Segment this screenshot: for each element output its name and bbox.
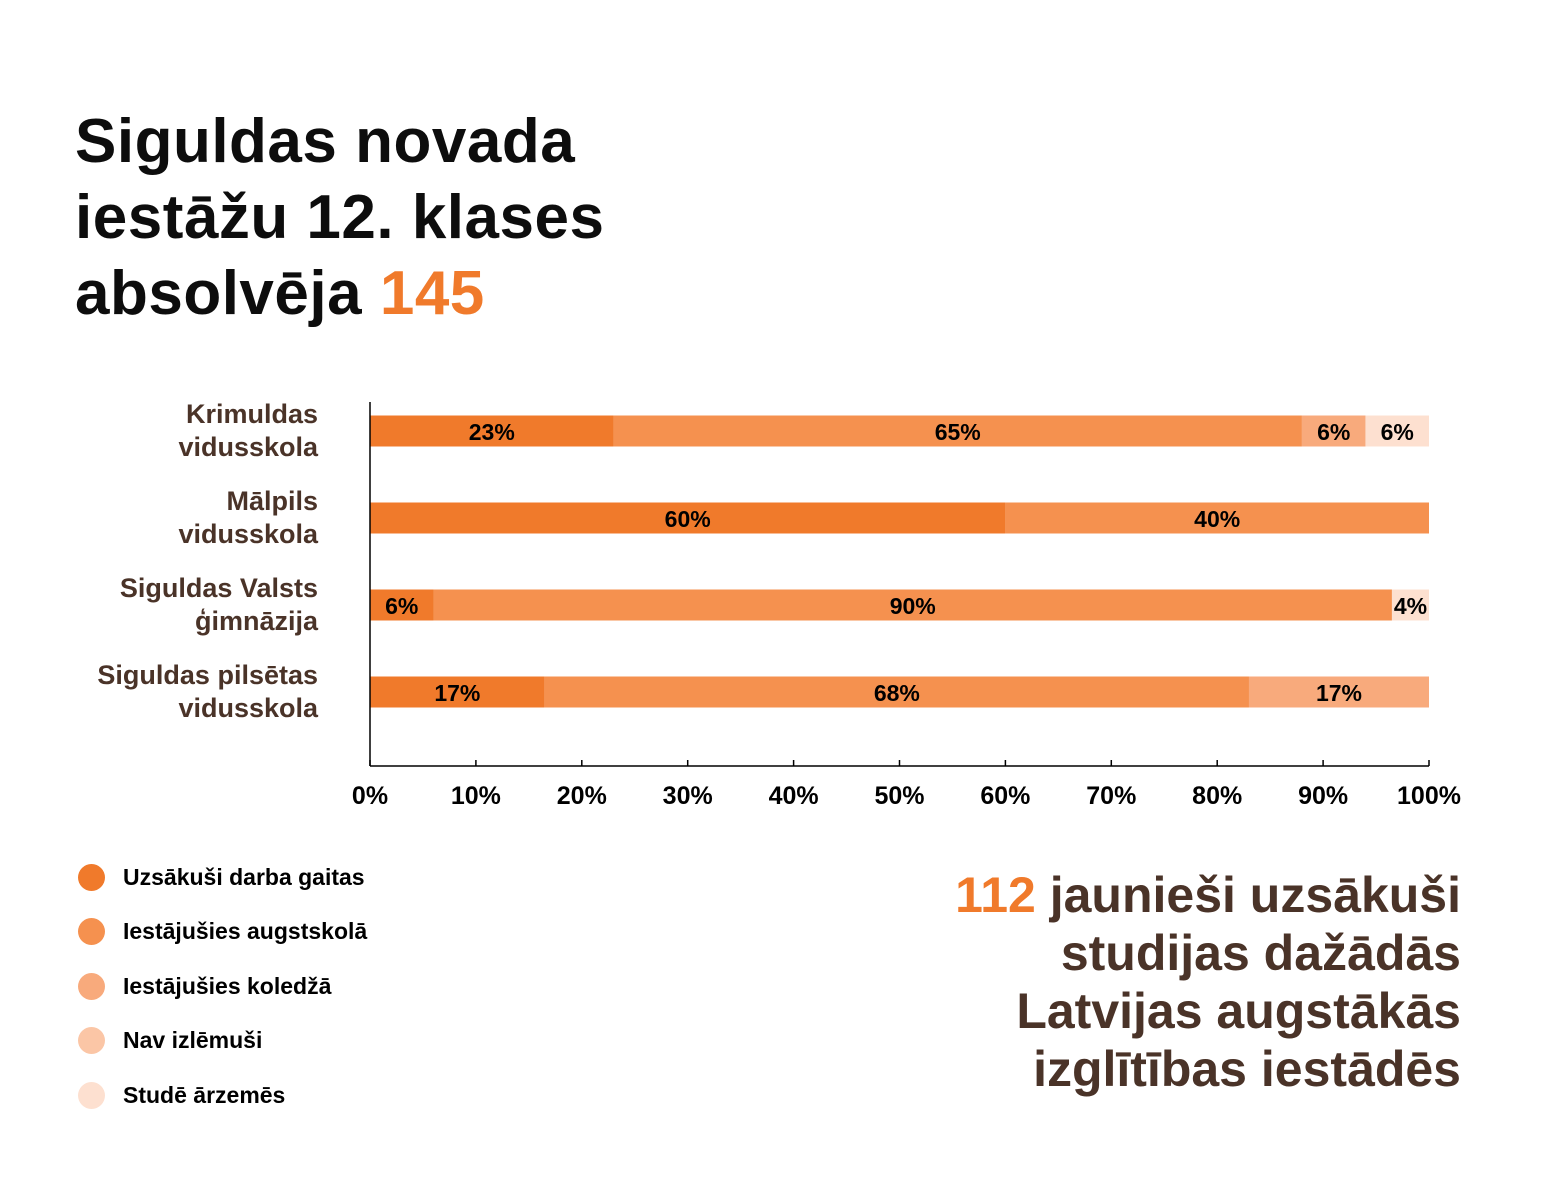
bar-segment <box>370 502 1006 534</box>
x-tick-label: 80% <box>1192 782 1242 810</box>
x-tick-label: 20% <box>557 782 607 810</box>
category-label: Siguldas pilsētas vidusskola <box>97 660 319 723</box>
legend-item: Iestājušies augstskolā <box>78 905 367 960</box>
category-label-line: Siguldas Valsts <box>120 573 318 603</box>
legend-label: Uzsākuši darba gaitas <box>123 863 365 890</box>
x-tick-label: 90% <box>1298 782 1348 810</box>
category-label-line: vidusskola <box>178 693 319 723</box>
students-count: 112 <box>955 867 1036 923</box>
x-tick-label: 50% <box>874 782 924 810</box>
title-line-2: iestāžu 12. klases <box>75 183 605 252</box>
bar-segment <box>370 589 434 621</box>
data-label: 90% <box>890 593 936 619</box>
x-tick-label: 40% <box>769 782 819 810</box>
category-label: Mālpils vidusskola <box>178 486 319 549</box>
data-label: 17% <box>434 680 480 706</box>
legend-label: Nav izlēmuši <box>123 1027 263 1054</box>
legend-item: Iestājušies koledžā <box>78 959 367 1014</box>
data-label: 23% <box>469 419 515 445</box>
summary-line-3: Latvijas augstākās <box>1016 983 1461 1039</box>
summary-line-2: studijas dažādās <box>1060 925 1461 981</box>
graduates-count: 145 <box>379 259 485 328</box>
title-line-3: absolvēja 145 <box>75 256 604 332</box>
data-label: 6% <box>1381 419 1414 445</box>
legend-dot <box>78 972 105 1000</box>
bar-segment <box>370 415 614 447</box>
bar-segment <box>433 589 1392 621</box>
category-label: Krimuldas vidusskola <box>178 399 319 462</box>
legend-dot <box>78 1081 105 1109</box>
data-label: 4% <box>1394 593 1427 619</box>
category-label-line: vidusskola <box>178 432 319 462</box>
bar-segment <box>544 676 1249 708</box>
data-label: 60% <box>665 506 711 532</box>
title-line-3-text: absolvēja <box>75 259 363 328</box>
data-label: 17% <box>1316 680 1362 706</box>
data-label: 65% <box>935 419 981 445</box>
bar-segment <box>1248 676 1429 708</box>
x-tick-label: 0% <box>352 782 388 810</box>
bar-segment <box>1005 502 1429 534</box>
legend-label: Studē ārzemēs <box>123 1081 286 1108</box>
x-tick-label: 30% <box>663 782 713 810</box>
bar-segment <box>1391 589 1429 621</box>
category-label: Siguldas Valsts ģimnāzija <box>120 573 319 636</box>
summary-line-1: 112 jaunieši uzsākuši <box>955 867 1461 923</box>
legend-dot <box>78 863 105 891</box>
x-tick-label: 10% <box>451 782 501 810</box>
x-tick-label: 100% <box>1397 782 1461 810</box>
legend-label: Iestājušies koledžā <box>123 972 332 999</box>
data-label: 68% <box>874 680 920 706</box>
data-label: 6% <box>385 593 418 619</box>
category-label-line: ģimnāzija <box>195 606 319 636</box>
legend-item: Nav izlēmuši <box>78 1014 367 1069</box>
x-tick-label: 60% <box>980 782 1030 810</box>
summary-callout: 112 jaunieši uzsākuši studijas dažādās L… <box>761 866 1461 1098</box>
legend: Uzsākuši darba gaitas Iestājušies augsts… <box>78 850 367 1123</box>
category-label-line: vidusskola <box>178 519 319 549</box>
data-label: 40% <box>1194 506 1240 532</box>
bar-segment <box>613 415 1302 447</box>
summary-line-1-text: jaunieši uzsākuši <box>1049 867 1461 923</box>
summary-line-4: izglītības iestādēs <box>1033 1041 1461 1097</box>
category-label-line: Krimuldas <box>186 399 318 429</box>
legend-item: Studē ārzemēs <box>78 1068 367 1123</box>
bar-segment <box>1301 415 1366 447</box>
title-line-1: Siguldas novada <box>75 107 576 176</box>
legend-dot <box>78 918 105 946</box>
legend-item: Uzsākuši darba gaitas <box>78 850 367 905</box>
category-label-line: Siguldas pilsētas <box>97 660 318 690</box>
page-title: Siguldas novada iestāžu 12. klases absol… <box>75 104 604 332</box>
data-label: 6% <box>1317 419 1350 445</box>
legend-dot <box>78 1027 105 1055</box>
bar-segment <box>370 676 545 708</box>
legend-label: Iestājušies augstskolā <box>123 918 368 945</box>
bar-segment <box>1365 415 1429 447</box>
category-label-line: Mālpils <box>226 486 318 516</box>
x-tick-label: 70% <box>1086 782 1136 810</box>
